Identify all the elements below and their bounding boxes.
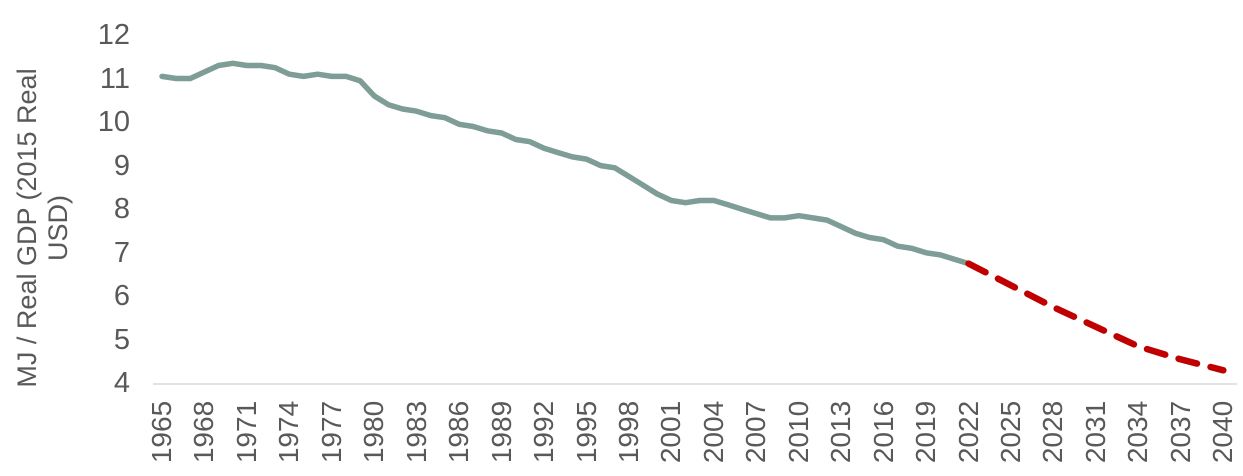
x-tick-label-2028: 2028 [1037,400,1069,464]
y-axis-title-line1: MJ / Real GDP (2015 Real [12,68,42,388]
x-tick-label-2004: 2004 [697,400,729,464]
projection-dashed-line [965,260,1227,374]
x-tick-label-1980: 1980 [358,400,390,464]
x-tick-label-2019: 2019 [910,400,942,464]
x-tick-label-2037: 2037 [1164,400,1196,464]
x-tick-label-1977: 1977 [315,400,347,464]
x-tick-label-2001: 2001 [655,400,687,464]
x-tick-label-1968: 1968 [188,400,220,464]
x-tick-label-2040: 2040 [1207,400,1239,464]
x-tick-label-2016: 2016 [867,400,899,464]
x-tick-label-1995: 1995 [570,400,602,464]
y-tick-label-9: 9 [113,149,130,182]
x-tick-label-2034: 2034 [1122,400,1154,464]
historical-line [159,60,972,267]
x-tick-label-1983: 1983 [400,400,432,464]
x-tick-label-1998: 1998 [612,400,644,464]
y-tick-label-12: 12 [97,19,130,51]
x-tick-label-2025: 2025 [995,400,1026,464]
x-tick-label-1989: 1989 [485,400,517,464]
x-tick-label-2007: 2007 [740,400,772,464]
y-tick-label-7: 7 [113,236,130,269]
x-tick-label-2022: 2022 [952,400,984,464]
y-tick-label-4: 4 [113,367,130,400]
x-tick-label-1992: 1992 [528,400,560,464]
y-tick-label-11: 11 [99,62,130,95]
x-tick-label-2010: 2010 [782,400,814,464]
x-tick-label-1974: 1974 [273,400,305,464]
x-tick-label-2013: 2013 [825,400,857,464]
y-tick-label-5: 5 [113,323,130,356]
x-tick-label-1965: 1965 [146,400,177,464]
y-tick-label-10: 10 [97,106,130,139]
y-tick-label-8: 8 [113,193,130,226]
x-tick-label-2031: 2031 [1079,400,1111,464]
y-tick-label-6: 6 [113,280,130,313]
x-tick-label-1971: 1971 [230,400,262,464]
x-tick-label-1986: 1986 [443,400,475,464]
